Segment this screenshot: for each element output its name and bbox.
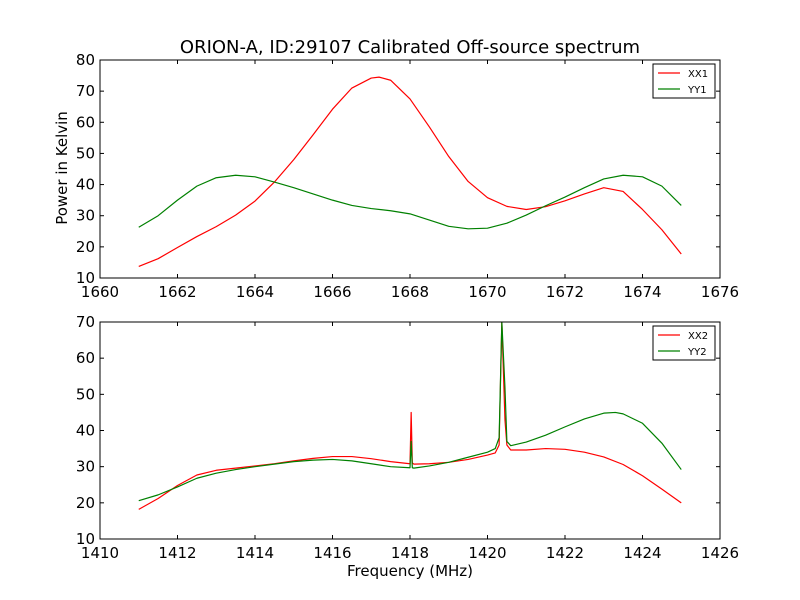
x-tick-label: 1416: [313, 544, 351, 562]
y-tick-label: 60: [76, 113, 95, 131]
x-tick-label: 1426: [701, 544, 739, 562]
y-axis-title: Power in Kelvin: [53, 111, 71, 225]
y-tick-label: 30: [76, 207, 95, 225]
y-tick-label: 70: [76, 82, 95, 100]
x-tick-label: 1664: [236, 283, 274, 301]
y-tick-label: 60: [76, 349, 95, 367]
series-line-xx1: [138, 76, 682, 268]
legend-label-xx1: XX1: [688, 69, 708, 80]
x-tick-label: 1666: [313, 283, 351, 301]
x-tick-label: 1422: [546, 544, 584, 562]
x-tick-label: 1424: [623, 544, 661, 562]
y-tick-label: 10: [76, 269, 95, 287]
y-tick-label: 30: [76, 458, 95, 476]
bottom-panel: Frequency (MHz) 1410 1412 1414 1416 1418 1420…: [76, 313, 739, 580]
series-line-xx2: [138, 322, 682, 510]
y-tick-label: 40: [76, 176, 95, 194]
x-tick-label: 1420: [468, 544, 506, 562]
x-tick-label: 1410: [81, 544, 119, 562]
y-tick-label: 20: [76, 238, 95, 256]
legend-box: [652, 325, 716, 361]
y-tick-label: 50: [76, 385, 95, 403]
series-line-yy1: [138, 174, 682, 230]
legend-label-xx2: XX2: [688, 331, 708, 342]
series-line-yy2: [138, 322, 682, 502]
x-tick-label: 1672: [546, 283, 584, 301]
x-tick-label: 1660: [81, 283, 119, 301]
x-tick-label: 1414: [236, 544, 274, 562]
legend-box: [652, 63, 716, 99]
y-tick-label: 20: [76, 494, 95, 512]
y-tick-label: 70: [76, 313, 95, 331]
chart-title: ORION-A, ID:29107 Calibrated Off-source …: [180, 37, 640, 58]
y-tick-label: 80: [76, 51, 95, 69]
y-tick-label: 40: [76, 422, 95, 440]
x-tick-label: 1418: [391, 544, 429, 562]
y-tick-label: 50: [76, 144, 95, 162]
x-tick-label: 1412: [158, 544, 196, 562]
legend-label-yy2: YY2: [687, 347, 707, 358]
x-tick-label: 1670: [468, 283, 506, 301]
x-tick-label: 1668: [391, 283, 429, 301]
x-axis-title: Frequency (MHz): [347, 562, 473, 580]
x-tick-label: 1676: [701, 283, 739, 301]
legend-label-yy1: YY1: [687, 85, 707, 96]
y-tick-label: 10: [76, 530, 95, 548]
x-tick-label: 1674: [623, 283, 661, 301]
x-tick-label: 1662: [158, 283, 196, 301]
top-panel: Power in Kelvin 1660 1662 1664 1666 1668 1670…: [53, 51, 739, 301]
